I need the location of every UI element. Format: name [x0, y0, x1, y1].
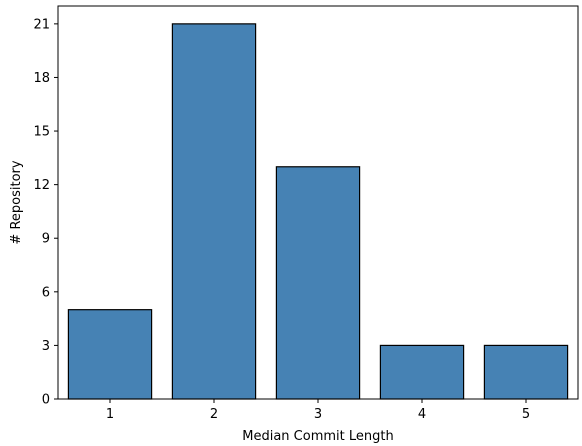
bar-4 — [379, 344, 465, 400]
y-tick-label: 9 — [42, 232, 50, 247]
bar-1 — [67, 309, 153, 400]
y-tick-label: 0 — [42, 393, 50, 408]
y-tick-label: 15 — [33, 125, 50, 140]
x-ticks-group: 1 2 3 4 5 — [106, 399, 530, 422]
bar-2 — [171, 23, 257, 400]
x-tick-label: 3 — [314, 407, 322, 422]
bars-group — [67, 23, 569, 400]
bar-5 — [483, 344, 569, 400]
y-tick-label: 18 — [33, 71, 50, 86]
y-tick-label: 21 — [33, 17, 50, 32]
bar-3 — [275, 166, 361, 400]
x-tick-label: 1 — [106, 407, 114, 422]
x-axis-label: Median Commit Length — [242, 429, 393, 444]
y-tick-label: 6 — [42, 285, 50, 300]
y-tick-label: 12 — [33, 178, 50, 193]
x-tick-label: 2 — [210, 407, 218, 422]
y-axis-label: # Repository — [9, 160, 24, 244]
x-tick-label: 4 — [418, 407, 426, 422]
y-ticks-group: 0 3 6 9 12 15 18 21 — [33, 17, 58, 408]
y-tick-label: 3 — [42, 339, 50, 354]
x-tick-label: 5 — [522, 407, 530, 422]
plot-frame — [57, 5, 579, 400]
